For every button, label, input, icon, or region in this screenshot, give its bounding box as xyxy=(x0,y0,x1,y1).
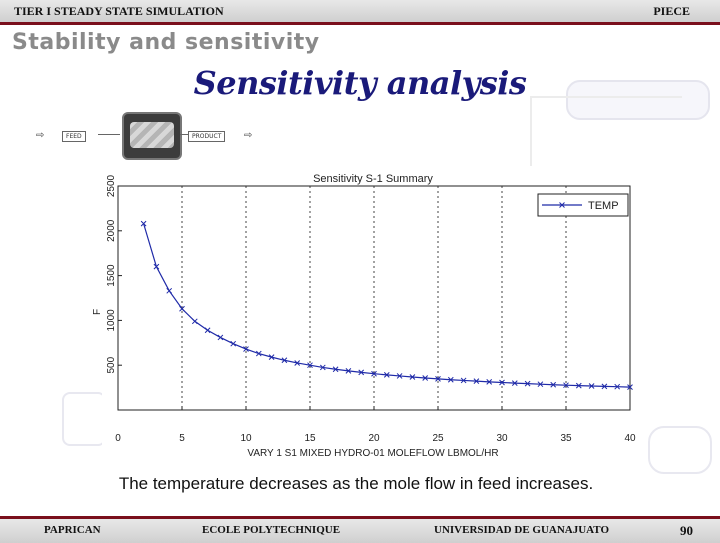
data-point-0-27 xyxy=(486,379,493,385)
page-number: 90 xyxy=(680,523,693,538)
data-point-0-16 xyxy=(345,367,352,374)
data-point-0-3 xyxy=(179,305,185,312)
data-point-0-25 xyxy=(460,377,467,384)
data-point-0-37 xyxy=(614,383,621,390)
reactor-icon xyxy=(122,112,182,160)
x-tick-label-1: 5 xyxy=(179,433,185,444)
data-point-0-1 xyxy=(153,263,160,270)
header-right-text: PIECE xyxy=(653,4,690,18)
background-vessel-shape xyxy=(648,426,712,474)
y-axis-label: F xyxy=(92,309,103,315)
data-point-0-36 xyxy=(601,383,608,390)
feed-label: FEED xyxy=(62,131,86,142)
data-point-0-23 xyxy=(435,376,441,382)
y-tick-label-2: 1500 xyxy=(106,264,117,287)
data-point-0-13 xyxy=(307,362,313,369)
data-point-0-38 xyxy=(627,384,633,391)
data-point-0-14 xyxy=(319,364,326,371)
data-point-0-35 xyxy=(588,383,595,389)
background-pipe-shape xyxy=(566,80,710,120)
series-line-0 xyxy=(143,223,631,388)
data-point-0-29 xyxy=(511,380,518,386)
data-point-0-26 xyxy=(473,378,480,385)
x-tick-label-3: 15 xyxy=(304,433,316,444)
data-point-0-9 xyxy=(255,350,262,357)
x-tick-label-5: 25 xyxy=(432,433,444,444)
flowsheet-diagram: ⇨ FEED PRODUCT ⇨ xyxy=(0,100,300,170)
feed-stream-line xyxy=(98,134,120,135)
caption-text: The temperature decreases as the mole fl… xyxy=(118,474,594,493)
x-tick-label-8: 40 xyxy=(624,433,636,444)
product-label: PRODUCT xyxy=(188,131,226,142)
data-point-0-8 xyxy=(243,346,249,352)
y-tick-label-0: 500 xyxy=(106,356,117,373)
data-point-0-18 xyxy=(371,370,377,377)
y-tick-label-4: 2500 xyxy=(106,174,117,197)
feed-arrow-icon: ⇨ xyxy=(36,130,45,141)
data-point-0-11 xyxy=(281,357,288,364)
data-point-0-15 xyxy=(332,366,339,373)
footer-org-guanajuato: UNIVERSIDAD DE GUANAJUATO xyxy=(434,524,610,536)
legend-box xyxy=(537,193,629,217)
x-tick-label-7: 35 xyxy=(560,433,572,444)
data-point-0-10 xyxy=(268,354,275,360)
data-point-0-33 xyxy=(563,382,569,389)
slide-title: Sensitivity analysis xyxy=(193,64,527,102)
data-point-0-20 xyxy=(396,373,403,379)
data-point-0-7 xyxy=(230,340,237,347)
x-axis-label: VARY 1 S1 MIXED HYDRO-01 MOLEFLOW LBMOL/… xyxy=(247,448,498,459)
data-point-0-31 xyxy=(537,381,544,388)
product-arrow-icon: ⇨ xyxy=(244,130,253,141)
data-point-0-0 xyxy=(140,220,147,227)
data-point-0-30 xyxy=(524,380,531,387)
data-point-0-28 xyxy=(499,379,505,386)
data-point-0-34 xyxy=(575,382,582,389)
x-tick-label-4: 20 xyxy=(368,433,380,444)
data-point-0-22 xyxy=(422,375,429,381)
data-point-0-17 xyxy=(358,369,365,376)
data-point-0-32 xyxy=(550,381,557,388)
data-point-0-2 xyxy=(166,287,173,294)
data-point-0-24 xyxy=(447,376,454,383)
header-left-text: TIER I STEADY STATE SIMULATION xyxy=(14,4,224,18)
footer-org-paprican: PAPRICAN xyxy=(44,524,101,536)
data-point-0-4 xyxy=(191,318,198,325)
section-title: Stability and sensitivity xyxy=(12,30,320,55)
data-point-0-12 xyxy=(294,360,301,366)
header-bar: TIER I STEADY STATE SIMULATION PIECE xyxy=(0,0,720,25)
background-frame-shape xyxy=(530,96,682,194)
data-point-0-6 xyxy=(217,334,224,341)
y-tick-label-1: 1000 xyxy=(106,309,117,332)
legend-marker-icon xyxy=(559,202,565,208)
data-point-0-5 xyxy=(204,327,211,334)
chart-title: Sensitivity S-1 Summary xyxy=(313,173,433,185)
data-point-0-19 xyxy=(383,372,390,378)
product-stream-line xyxy=(180,134,188,135)
footer-bar: PAPRICAN ECOLE POLYTECHNIQUE UNIVERSIDAD… xyxy=(0,516,720,543)
legend-label: TEMP xyxy=(588,200,619,212)
x-tick-label-6: 30 xyxy=(496,433,508,444)
x-tick-label-2: 10 xyxy=(240,433,252,444)
footer-org-polytechnique: ECOLE POLYTECHNIQUE xyxy=(202,524,341,536)
y-tick-label-3: 2000 xyxy=(106,219,117,242)
data-point-0-21 xyxy=(409,374,416,380)
x-tick-label-0: 0 xyxy=(115,433,121,444)
